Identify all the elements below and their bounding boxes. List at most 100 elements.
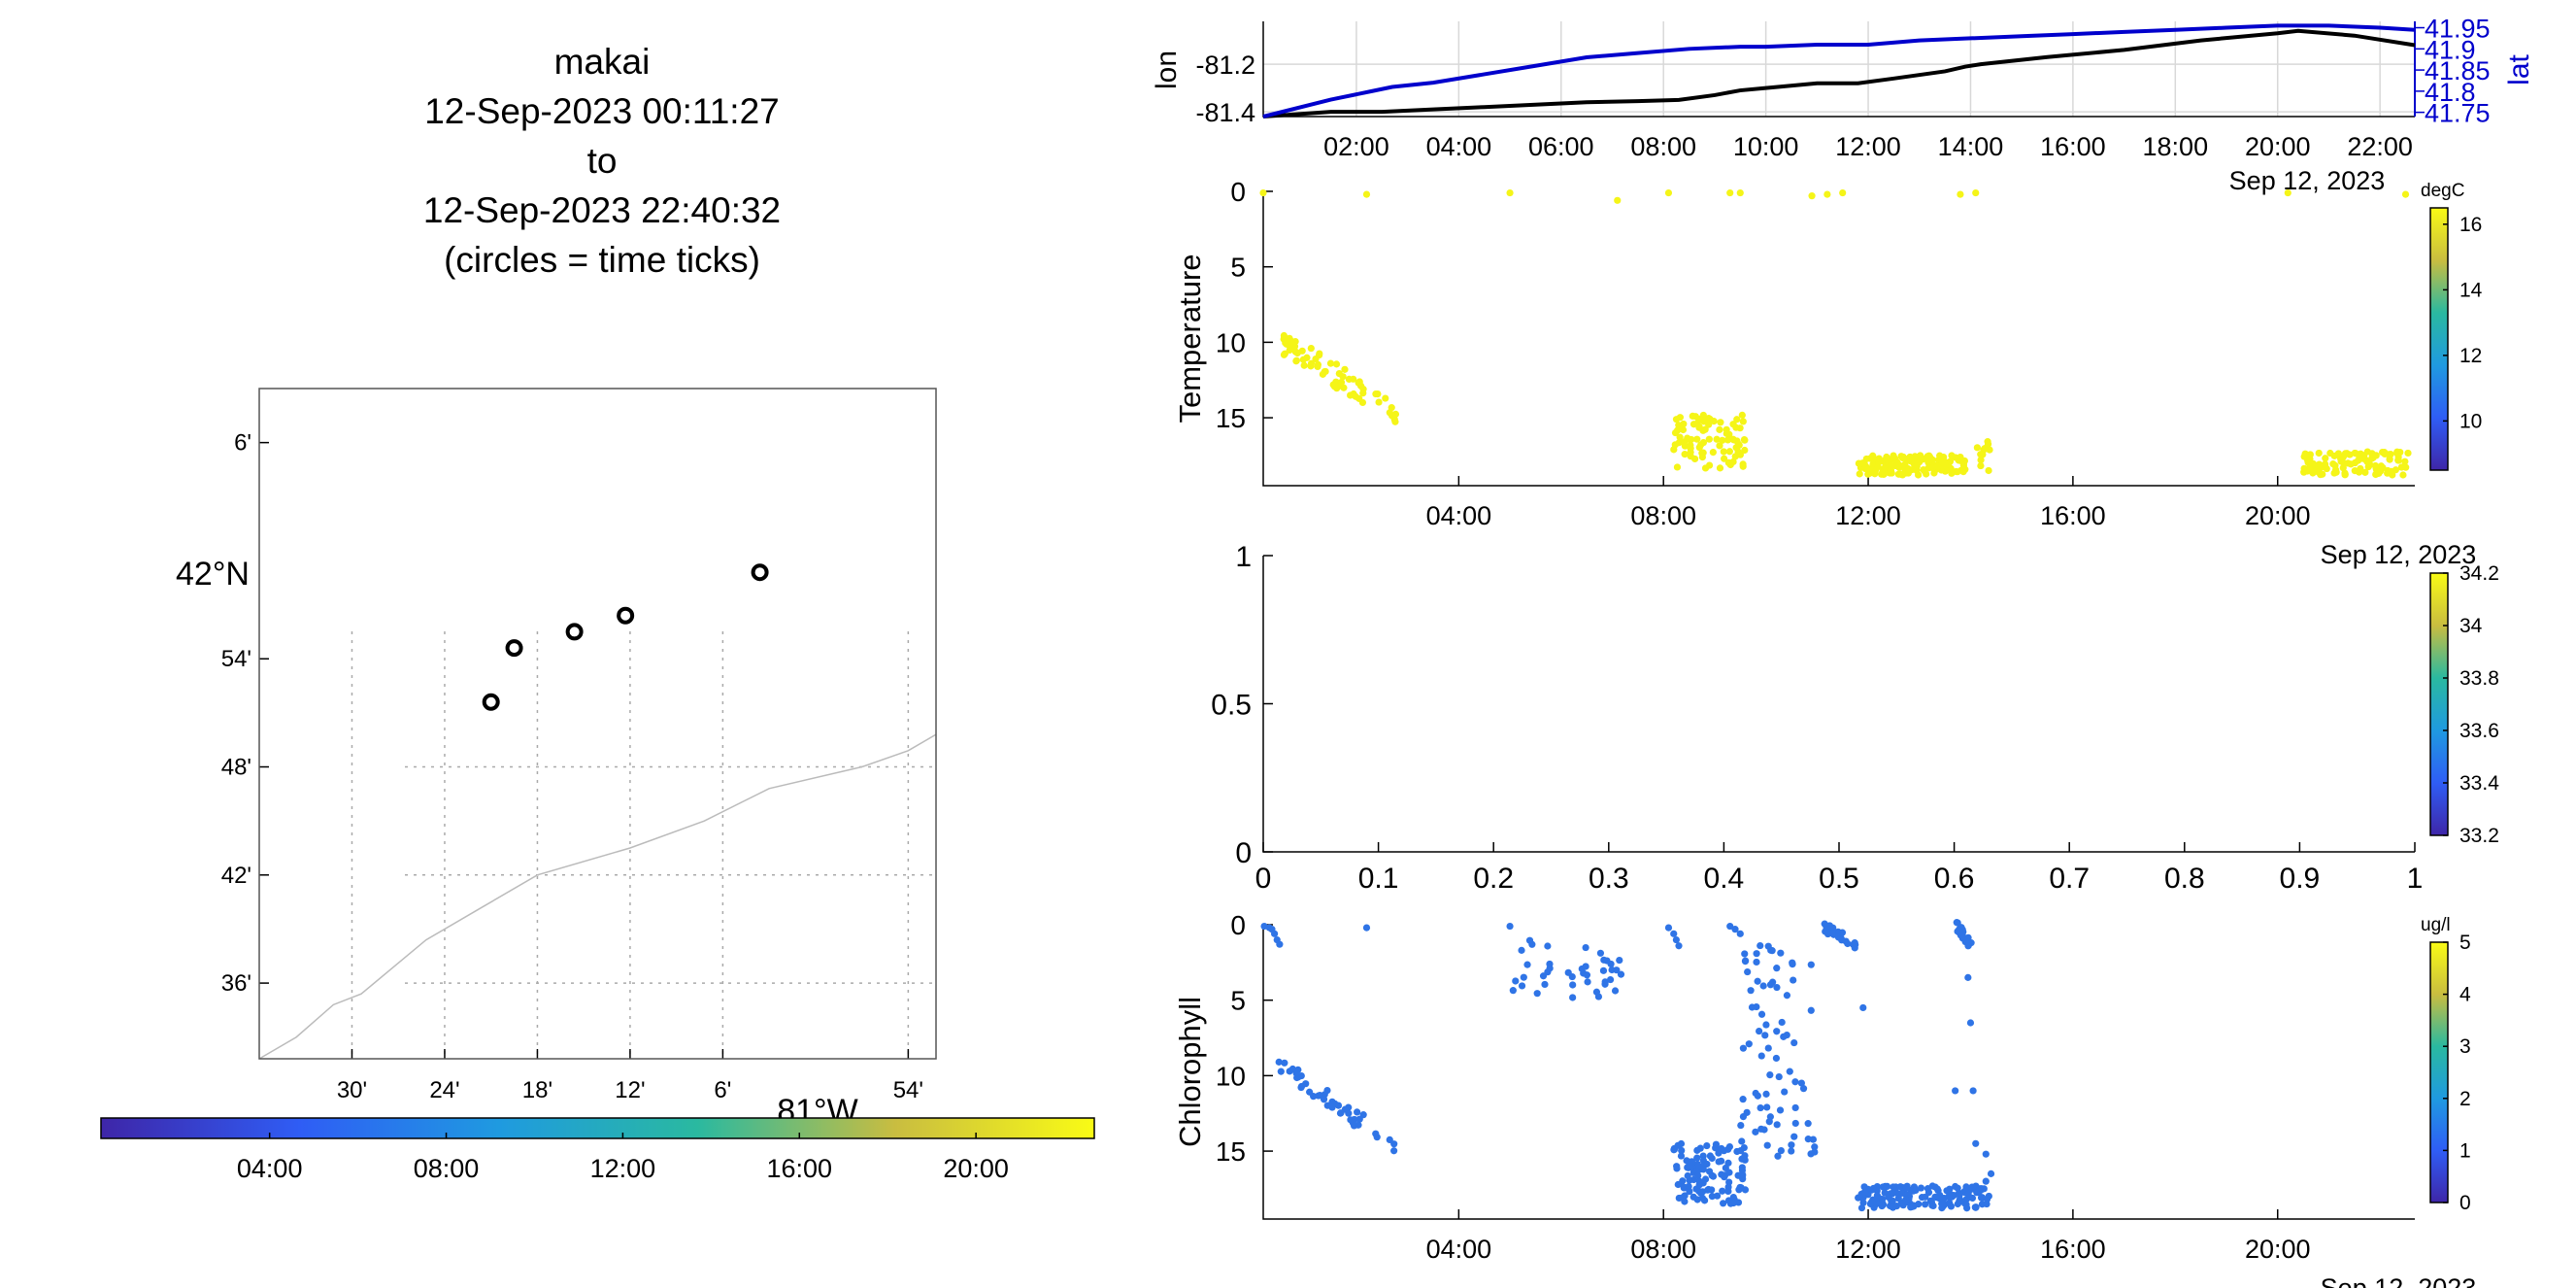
map-x-tick-label: 30' <box>337 1077 367 1103</box>
chlorophyll-point <box>1748 1003 1756 1011</box>
chlorophyll-point <box>1694 1171 1702 1179</box>
chlorophyll-point <box>1909 1203 1917 1210</box>
temperature-point <box>1888 469 1895 477</box>
temperature-point <box>1691 413 1699 421</box>
chlorophyll-point <box>1783 992 1791 1000</box>
temperature-point <box>2402 463 2410 471</box>
chlorophyll-point <box>1677 1139 1686 1148</box>
chlorophyll-point <box>1713 1192 1722 1200</box>
salinity-colorbar-tick-label: 33.6 <box>2459 720 2499 742</box>
chlorophyll-point <box>1757 1010 1766 1018</box>
temperature-point <box>2341 470 2349 478</box>
chlorophyll-point <box>1288 1065 1296 1073</box>
chlorophyll-point <box>1762 1021 1770 1029</box>
chlorophyll-point <box>1982 1177 1990 1185</box>
temperature-date-label: Sep 12, 2023 <box>2321 540 2477 569</box>
temperature-point <box>1291 348 1300 356</box>
temperature-axes <box>1262 191 2415 487</box>
chlorophyll-point <box>1306 1088 1314 1096</box>
temperature-point <box>1972 188 1980 197</box>
chlorophyll-point <box>1616 956 1623 965</box>
temperature-point <box>1698 449 1706 458</box>
chlorophyll-point <box>1737 1121 1745 1130</box>
lonlat-left-tick-label: -81.2 <box>1195 51 1255 80</box>
temperature-point <box>1721 455 1728 462</box>
temperature-point <box>1957 454 1964 462</box>
chlorophyll-point <box>1741 1186 1750 1194</box>
map-y-tick-label: 54' <box>221 646 251 672</box>
chlorophyll-point <box>1752 1089 1759 1098</box>
chlorophyll-point <box>1741 950 1749 958</box>
chlorophyll-point <box>1753 958 1760 966</box>
temperature-x-tick-label: 04:00 <box>1426 501 1492 530</box>
temperature-point <box>2359 453 2367 461</box>
chlorophyll-point <box>1337 1109 1345 1117</box>
chlorophyll-point <box>1684 1171 1691 1180</box>
chlorophyll-x-tick-label: 20:00 <box>2245 1235 2311 1264</box>
temperature-plot: 0 5 10 15 04:00 08:00 12:00 16:00 20:00 Sep 12, 2… <box>1173 177 2483 569</box>
chlorophyll-x-tick-label: 12:00 <box>1835 1235 1901 1264</box>
chlorophyll-point <box>1964 1190 1972 1198</box>
chlorophyll-point <box>1788 1147 1795 1155</box>
chlorophyll-point <box>1928 1182 1936 1190</box>
chlorophyll-y-tick-label: 0 <box>1230 910 1246 940</box>
chlorophyll-point <box>1596 949 1605 957</box>
temperature-point <box>1386 409 1393 417</box>
chlorophyll-axes <box>1262 925 2415 1220</box>
temperature-point <box>1614 196 1622 204</box>
chlorophyll-point <box>1720 1200 1727 1207</box>
chlorophyll-point <box>1349 1119 1356 1127</box>
chlorophyll-point <box>1678 1146 1686 1155</box>
chlorophyll-point <box>1569 994 1577 1001</box>
chlorophyll-point <box>1851 939 1858 947</box>
chlorophyll-point <box>1703 1160 1711 1169</box>
map-x-tick-label: 6' <box>714 1077 731 1103</box>
salinity-plot: 0 0.5 1 0 0.1 0.2 0.3 0.4 0.5 0.6 0.7 0.8 0.9 1 34.2 34… <box>1211 541 2499 895</box>
temperature-point <box>1375 398 1383 406</box>
chlorophyll-point <box>1790 1133 1798 1140</box>
temperature-point <box>1362 190 1371 198</box>
chlorophyll-point <box>1772 1054 1781 1063</box>
salinity-colorbar-tick-label: 34 <box>2459 615 2483 637</box>
chlorophyll-point <box>1704 1185 1713 1194</box>
temperature-x-tick-label: 16:00 <box>2040 501 2106 530</box>
temperature-point <box>1705 435 1713 443</box>
chlorophyll-point <box>1791 1103 1799 1112</box>
chlorophyll-point <box>1580 969 1588 977</box>
temperature-point <box>1890 454 1897 461</box>
chlorophyll-point <box>1773 1121 1781 1129</box>
temperature-point <box>1664 188 1673 197</box>
time-colorbar-tick-label: 20:00 <box>943 1154 1009 1183</box>
chlorophyll-point <box>1518 982 1526 990</box>
temperature-point <box>1725 448 1733 456</box>
chlorophyll-point <box>1323 1086 1331 1095</box>
temperature-point <box>1690 455 1699 463</box>
chlorophyll-point <box>1955 927 1962 934</box>
salinity-x-tick-label: 0.1 <box>1358 863 1399 895</box>
chlorophyll-point <box>1544 942 1552 950</box>
chlorophyll-point <box>1568 972 1576 981</box>
temperature-point <box>1973 444 1981 452</box>
chlorophyll-point <box>1528 940 1536 948</box>
temperature-point <box>1686 436 1693 444</box>
temperature-point <box>2326 449 2334 458</box>
chlorophyll-point <box>1828 930 1836 937</box>
temperature-point <box>1391 410 1400 418</box>
map-lat-major-label: 42°N <box>176 556 250 593</box>
temperature-point <box>2372 465 2381 474</box>
chlorophyll-y-tick-label: 5 <box>1230 986 1246 1016</box>
temperature-point <box>1319 370 1326 378</box>
temperature-y-tick-label: 10 <box>1216 327 1246 357</box>
chlorophyll-point <box>1315 1092 1322 1100</box>
chlorophyll-point <box>1952 1087 1959 1095</box>
temperature-point <box>1332 360 1341 368</box>
temperature-point <box>1741 446 1749 455</box>
chlorophyll-colorbar <box>2429 941 2449 1203</box>
chlorophyll-point <box>1777 949 1785 957</box>
temperature-colorbar-tick-label: 16 <box>2459 214 2482 236</box>
temperature-point <box>1259 188 1267 197</box>
chlorophyll-colorbar-unit: ug/l <box>2421 915 2451 935</box>
temperature-point <box>1936 452 1944 459</box>
temperature-point <box>1334 383 1342 390</box>
chlorophyll-y-tick-label: 10 <box>1216 1061 1246 1091</box>
